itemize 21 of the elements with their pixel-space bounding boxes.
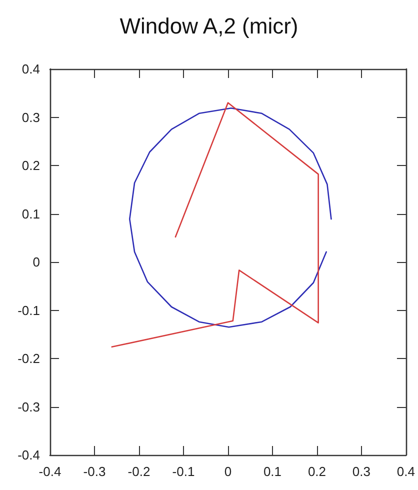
x-tick-label: 0.4	[396, 464, 416, 479]
x-tick-label: -0.1	[172, 464, 195, 479]
y-tick-label: -0.4	[18, 448, 40, 462]
x-tick-label: -0.2	[128, 464, 150, 479]
y-tick-label: 0.2	[22, 158, 40, 173]
x-tick-label: 0.3	[352, 464, 371, 479]
y-tick-label: 0.4	[22, 62, 40, 76]
line-series	[128, 107, 332, 328]
y-tick-label: 0.1	[22, 206, 40, 222]
x-tick-label: -0.4	[38, 464, 62, 479]
x-tick-label: 0	[224, 464, 232, 479]
x-tick-label: 0.2	[308, 464, 326, 479]
y-tick-label: 0	[32, 254, 40, 270]
y-tick-label: 0.3	[22, 110, 40, 125]
x-tick-label: 0.1	[263, 464, 282, 479]
y-tick-label: -0.3	[18, 399, 40, 414]
line-series	[111, 102, 319, 348]
chart-title: Window A,2 (micr)	[120, 14, 298, 38]
y-tick-label: -0.2	[18, 351, 40, 366]
y-tick-label: -0.1	[18, 302, 40, 318]
x-tick-label: -0.3	[83, 464, 106, 479]
